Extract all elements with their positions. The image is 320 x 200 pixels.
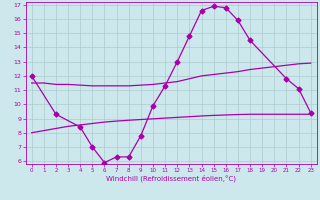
X-axis label: Windchill (Refroidissement éolien,°C): Windchill (Refroidissement éolien,°C) <box>106 175 236 182</box>
